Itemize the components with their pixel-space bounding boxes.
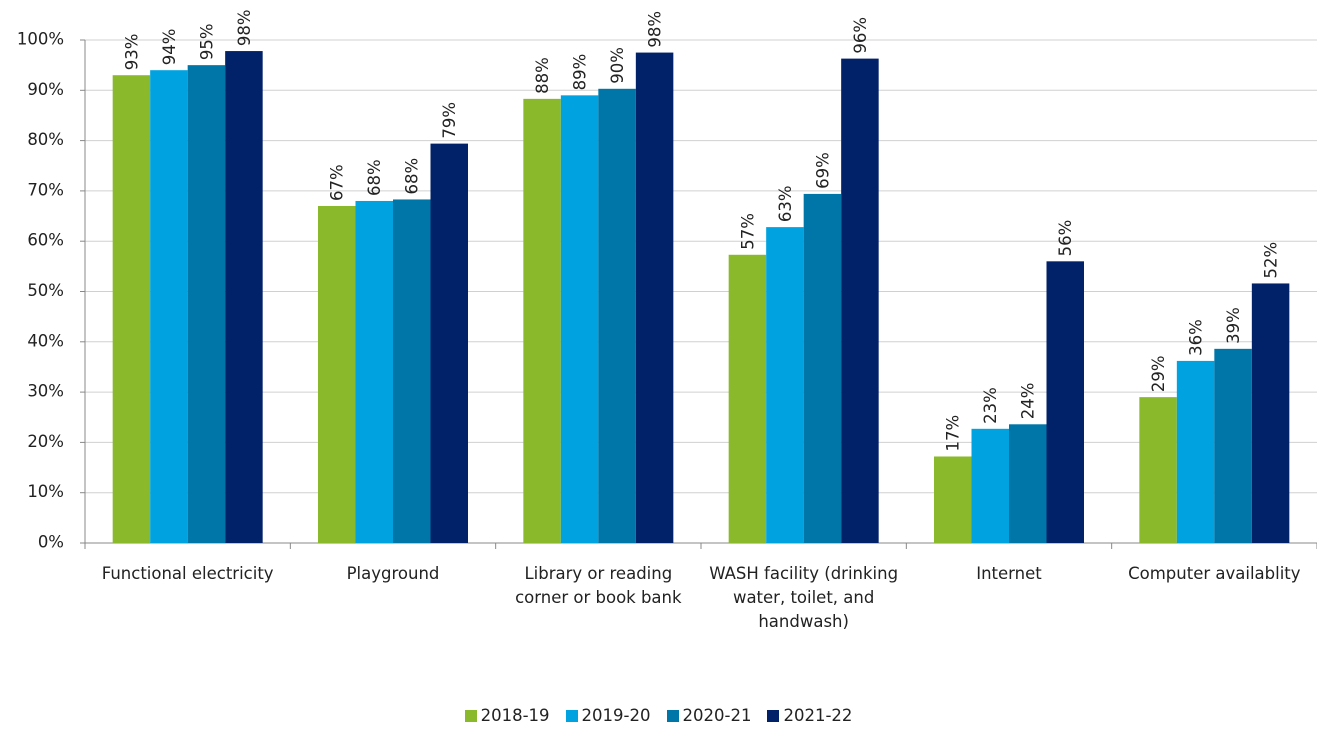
bar xyxy=(523,98,561,543)
legend-item: 2021-22 xyxy=(767,706,852,725)
legend-label: 2018-19 xyxy=(480,706,550,725)
value-label: 68% xyxy=(403,158,422,195)
x-tick-label: Library or reading corner or book bank xyxy=(515,564,682,607)
value-label: 95% xyxy=(197,23,216,60)
value-label: 39% xyxy=(1224,307,1243,344)
value-label: 57% xyxy=(738,213,757,250)
bar xyxy=(766,227,804,543)
legend-item: 2018-19 xyxy=(464,706,550,725)
value-label: 90% xyxy=(608,47,627,84)
bar xyxy=(598,88,636,543)
bar xyxy=(1251,283,1290,543)
bar xyxy=(934,456,972,543)
value-label: 56% xyxy=(1056,220,1075,257)
value-label: 79% xyxy=(440,102,459,139)
value-label: 94% xyxy=(160,28,179,65)
value-label: 69% xyxy=(813,152,832,189)
legend-swatch xyxy=(666,709,679,722)
value-label: 88% xyxy=(533,57,552,94)
bar xyxy=(1046,261,1084,543)
chart: 0% 10% 20% 30% 40% 50% 60% 70% 80% 90% 100% 93% 67% 8… xyxy=(17,9,1317,552)
value-label: 52% xyxy=(1262,242,1281,279)
legend-swatch xyxy=(464,709,477,722)
bar xyxy=(971,428,1009,543)
value-label: 24% xyxy=(1019,383,1038,420)
y-tick-label: 50% xyxy=(27,281,64,300)
value-label: 98% xyxy=(235,9,254,46)
legend-item: 2020-21 xyxy=(666,706,752,725)
y-tick-label: 70% xyxy=(27,180,64,199)
bar xyxy=(841,58,879,544)
bar xyxy=(318,205,356,544)
legend-label: 2019-20 xyxy=(581,706,651,725)
legend-label: 2021-22 xyxy=(783,706,853,725)
bar xyxy=(1009,424,1047,543)
legend-label: 2020-21 xyxy=(682,706,752,725)
y-tick-label: 60% xyxy=(27,231,64,250)
value-label: 63% xyxy=(776,185,795,222)
bar xyxy=(150,70,188,544)
bar xyxy=(393,199,431,544)
x-tick-label: Playground xyxy=(346,564,440,583)
y-tick-label: 30% xyxy=(27,382,64,401)
value-label: 68% xyxy=(365,159,384,196)
y-tick-label: 40% xyxy=(27,331,64,350)
bar xyxy=(1176,360,1215,543)
bar xyxy=(1214,348,1252,543)
bar xyxy=(803,193,842,543)
value-label: 23% xyxy=(981,387,1000,424)
bar xyxy=(187,65,226,544)
y-tick-label: 90% xyxy=(27,80,64,99)
bar xyxy=(560,95,599,543)
x-tick-label: Functional electricity xyxy=(101,564,274,583)
bar xyxy=(112,75,151,544)
legend-swatch xyxy=(565,709,578,722)
value-label: 67% xyxy=(328,164,347,201)
bar xyxy=(430,143,468,544)
bar xyxy=(728,254,767,543)
value-label: 98% xyxy=(646,11,665,48)
bar xyxy=(225,51,263,543)
x-tick-label: WASH facility (drinking water, toilet, a… xyxy=(709,564,899,631)
value-label: 93% xyxy=(122,34,141,71)
value-label: 29% xyxy=(1149,355,1168,392)
legend: 2018-19 2019-20 2020-21 2021-22 xyxy=(0,706,1317,725)
legend-swatch xyxy=(767,709,780,722)
bar xyxy=(1139,397,1177,543)
y-tick-label: 100% xyxy=(17,30,64,49)
x-tick-label: Internet xyxy=(976,564,1042,583)
y-tick-label: 80% xyxy=(27,130,64,149)
value-label: 96% xyxy=(851,17,870,54)
value-label: 36% xyxy=(1187,319,1206,356)
x-tick-label: Computer availablity xyxy=(1128,564,1301,583)
y-tick-label: 0% xyxy=(38,533,64,552)
y-tick-label: 20% xyxy=(27,432,64,451)
value-label: 17% xyxy=(944,415,963,452)
value-label: 89% xyxy=(571,54,590,91)
bar xyxy=(355,200,393,543)
bar xyxy=(635,52,674,543)
y-tick-label: 10% xyxy=(27,482,64,501)
legend-item: 2019-20 xyxy=(565,706,651,725)
